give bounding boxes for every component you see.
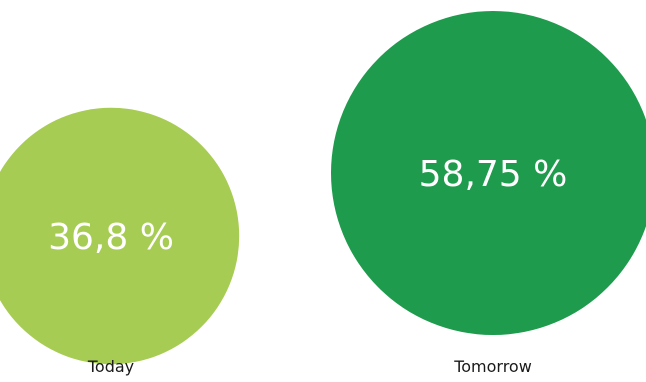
- category-label: Tomorrow: [453, 357, 532, 376]
- bubble-value-label: 36,8 %: [48, 217, 174, 258]
- category-label: Today: [87, 357, 134, 376]
- bubble-today: [0, 107, 240, 365]
- bubble-value-label: 58,75 %: [419, 154, 568, 195]
- bubble-tomorrow: [331, 11, 646, 335]
